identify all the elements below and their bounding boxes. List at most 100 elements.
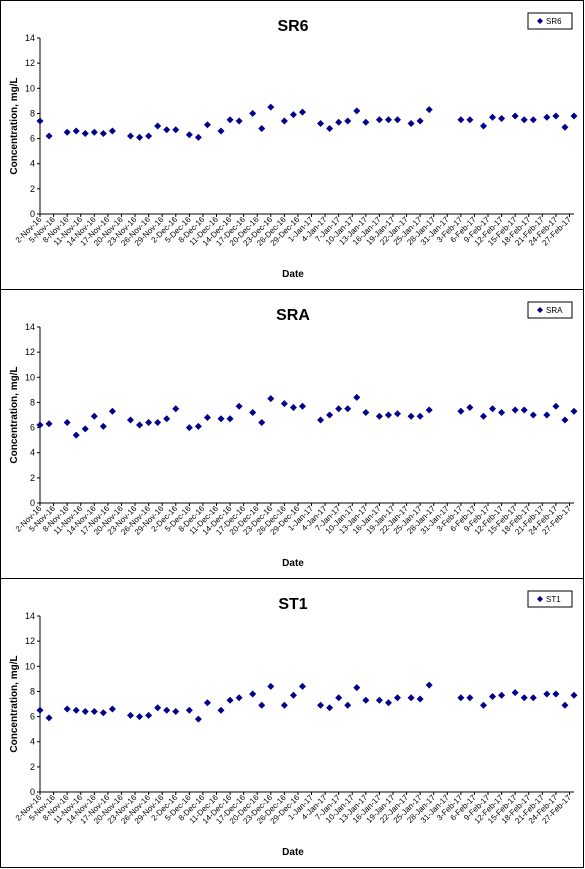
data-point-st1 [194, 715, 202, 723]
data-point-st1 [163, 706, 171, 714]
data-point-st1 [289, 691, 297, 699]
data-point-sra [353, 393, 361, 401]
data-point-sra [425, 406, 433, 414]
data-point-sr6 [407, 119, 415, 127]
data-point-sra [511, 406, 519, 414]
y-tick-label: 0 [30, 787, 35, 797]
y-tick-label: 2 [30, 473, 35, 483]
data-point-sra [172, 405, 180, 413]
legend-marker [537, 307, 543, 313]
data-point-sr6 [217, 127, 225, 135]
legend: SRA [527, 301, 573, 319]
data-point-sr6 [489, 113, 497, 121]
x-axis-label: Date [282, 269, 304, 280]
data-point-st1 [384, 699, 392, 707]
data-point-sra [552, 402, 560, 410]
data-point-sr6 [543, 113, 551, 121]
data-point-sra [72, 431, 80, 439]
data-point-sr6 [72, 127, 80, 135]
data-point-sra [520, 406, 528, 414]
data-point-sra [416, 412, 424, 420]
data-point-st1 [145, 711, 153, 719]
data-point-sr6 [45, 132, 53, 140]
data-point-sra [90, 412, 98, 420]
data-point-sra [217, 415, 225, 423]
data-point-st1 [226, 696, 234, 704]
y-tick-label: 12 [25, 347, 35, 357]
data-point-sr6 [185, 131, 193, 139]
data-point-sr6 [36, 117, 44, 125]
chart-title: ST1 [278, 596, 307, 613]
y-tick-label: 2 [30, 762, 35, 772]
data-point-sra [108, 407, 116, 415]
data-point-sr6 [425, 106, 433, 114]
data-point-st1 [136, 713, 144, 721]
y-tick-label: 14 [25, 33, 35, 43]
data-point-sr6 [99, 130, 107, 138]
chart-panel-st1: ST1 ST1 0 2 4 6 8 10 12 14 2-Nov-16 5-Nov-16 8-Nov-1… [0, 578, 584, 868]
chart-panel-sr6: SR6 SR6 0 2 4 6 8 10 12 14 2-Nov-16 5-Nov-16 8-Nov-1… [0, 0, 584, 290]
data-point-sr6 [235, 117, 243, 125]
data-point-sra [280, 400, 288, 408]
data-point-sra [384, 411, 392, 419]
data-point-sra [154, 419, 162, 427]
data-point-sr6 [384, 116, 392, 124]
legend-marker [537, 18, 543, 24]
y-tick-label: 0 [30, 498, 35, 508]
y-tick-label: 8 [30, 686, 35, 696]
data-point-st1 [108, 705, 116, 713]
data-point-sr6 [249, 109, 257, 117]
y-axis-label: Concentration, mg/L [9, 655, 20, 752]
data-point-sra [99, 422, 107, 430]
data-point-sra [570, 407, 578, 415]
data-point-sra [326, 411, 334, 419]
data-point-sr6 [570, 112, 578, 120]
data-point-sr6 [154, 122, 162, 130]
data-point-st1 [267, 682, 275, 690]
data-point-st1 [466, 694, 474, 702]
chart-title: SR6 [277, 18, 308, 35]
y-axis-label: Concentration, mg/L [9, 77, 20, 174]
data-point-sr6 [81, 130, 89, 138]
data-point-sra [289, 403, 297, 411]
data-point-sr6 [280, 117, 288, 125]
legend-label: ST1 [546, 595, 561, 604]
legend-box [527, 590, 573, 608]
legend-marker [537, 596, 543, 602]
data-point-sra [394, 410, 402, 418]
data-point-sra [529, 411, 537, 419]
data-point-sr6 [298, 108, 306, 116]
data-point-st1 [298, 682, 306, 690]
data-point-st1 [498, 691, 506, 699]
data-point-st1 [127, 711, 135, 719]
data-point-sra [375, 412, 383, 420]
data-point-sr6 [362, 118, 370, 126]
data-point-sra [457, 407, 465, 415]
data-point-sra [267, 395, 275, 403]
data-point-sra [163, 415, 171, 423]
data-point-st1 [375, 696, 383, 704]
legend-box [527, 12, 573, 30]
data-point-sra [63, 419, 71, 427]
y-tick-label: 4 [30, 737, 35, 747]
data-point-st1 [81, 708, 89, 716]
data-point-st1 [326, 704, 334, 712]
data-point-st1 [425, 681, 433, 689]
data-point-sra [185, 424, 193, 432]
data-point-st1 [394, 694, 402, 702]
data-point-st1 [258, 701, 266, 709]
data-point-sr6 [172, 126, 180, 134]
data-point-sr6 [163, 126, 171, 134]
data-point-sra [136, 421, 144, 429]
y-tick-label: 14 [25, 611, 35, 621]
data-point-sr6 [394, 116, 402, 124]
data-point-sr6 [520, 116, 528, 124]
data-point-sr6 [108, 127, 116, 135]
x-axis-label: Date [282, 847, 304, 858]
chart-panel-sra: SRA SRA 0 2 4 6 8 10 12 14 2-Nov-16 5-Nov-16 8-Nov-1… [0, 289, 584, 579]
data-point-sr6 [353, 107, 361, 115]
data-point-sra [362, 408, 370, 416]
legend: SR6 [527, 12, 573, 30]
data-point-st1 [552, 690, 560, 698]
y-tick-label: 6 [30, 712, 35, 722]
